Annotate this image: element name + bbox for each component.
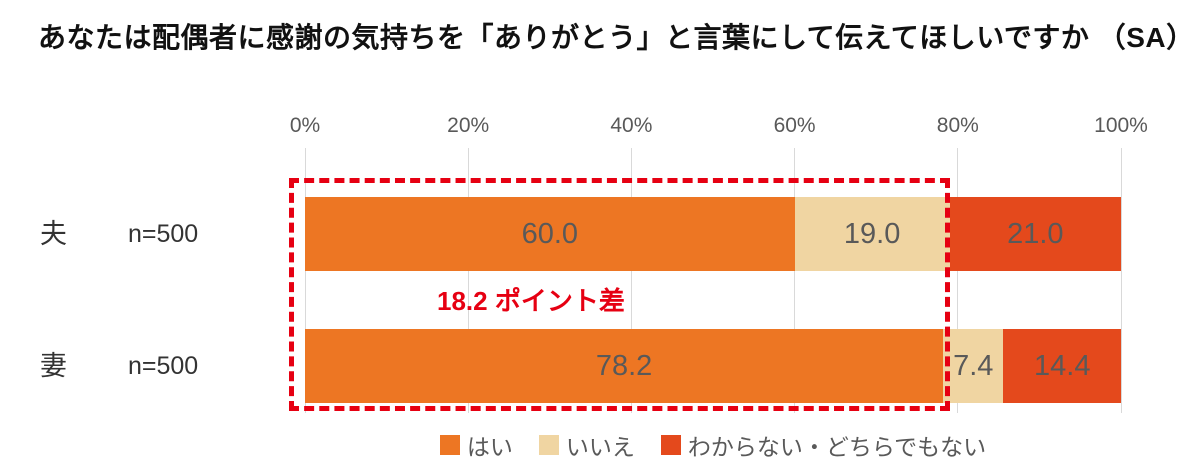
legend: はい いいえ わからない・どちらでもない bbox=[305, 428, 1121, 462]
sample-size-label: n=500 bbox=[128, 220, 199, 248]
bar-row: 妻 n=500 78.2 7.4 14.4 bbox=[0, 329, 1196, 403]
legend-label: はい bbox=[466, 434, 513, 460]
legend-label: わからない・どちらでもない bbox=[687, 434, 987, 460]
sample-size-label: n=500 bbox=[128, 352, 199, 380]
bar-segment: 21.0 bbox=[949, 197, 1121, 271]
gridline bbox=[794, 148, 796, 413]
bar-segment: 78.2 bbox=[305, 329, 944, 403]
legend-label: いいえ bbox=[565, 434, 635, 460]
category-label: 妻 bbox=[40, 351, 67, 381]
category-label: 夫 bbox=[40, 219, 67, 249]
bar-row: 夫 n=500 60.0 19.0 21.0 bbox=[0, 197, 1196, 271]
x-tick-label: 100% bbox=[1094, 114, 1148, 137]
bar-segment: 14.4 bbox=[1003, 329, 1121, 403]
chart-title: あなたは配偶者に感謝の気持ちを「ありがとう」と言葉にして伝えてほしいですか （S… bbox=[38, 22, 1195, 53]
legend-swatch bbox=[538, 435, 559, 455]
difference-annotation: 18.2 ポイント差 bbox=[437, 286, 625, 316]
x-tick-label: 40% bbox=[610, 114, 653, 137]
legend-item: はい bbox=[439, 428, 513, 462]
gridline bbox=[1120, 148, 1122, 413]
plot-gridlines bbox=[304, 148, 1122, 413]
legend-item: いいえ bbox=[538, 428, 635, 462]
legend-item: わからない・どちらでもない bbox=[660, 428, 987, 462]
gridline bbox=[467, 148, 469, 413]
x-axis: 0% 20% 40% 60% 80% 100% bbox=[290, 114, 1148, 140]
value-label: 78.2 bbox=[595, 349, 653, 382]
gridline bbox=[304, 148, 306, 413]
x-tick-label: 20% bbox=[447, 114, 490, 137]
value-label: 21.0 bbox=[1007, 217, 1064, 250]
x-tick-label: 0% bbox=[289, 114, 321, 137]
value-label: 19.0 bbox=[843, 217, 901, 250]
value-label: 14.4 bbox=[1034, 349, 1091, 382]
legend-swatch bbox=[660, 435, 681, 455]
gridline bbox=[957, 148, 959, 413]
bar-segment: 7.4 bbox=[943, 329, 1004, 403]
legend-swatch bbox=[439, 435, 460, 455]
stacked-bar: 60.0 19.0 21.0 bbox=[305, 197, 1121, 271]
x-tick-label: 60% bbox=[773, 114, 816, 137]
x-tick-label: 80% bbox=[936, 114, 979, 137]
bar-segment: 19.0 bbox=[794, 197, 950, 271]
value-label: 60.0 bbox=[521, 217, 579, 250]
gridline bbox=[630, 148, 632, 413]
stacked-bar: 78.2 7.4 14.4 bbox=[305, 329, 1121, 403]
value-label: 7.4 bbox=[953, 349, 994, 382]
bar-segment: 60.0 bbox=[305, 197, 795, 271]
